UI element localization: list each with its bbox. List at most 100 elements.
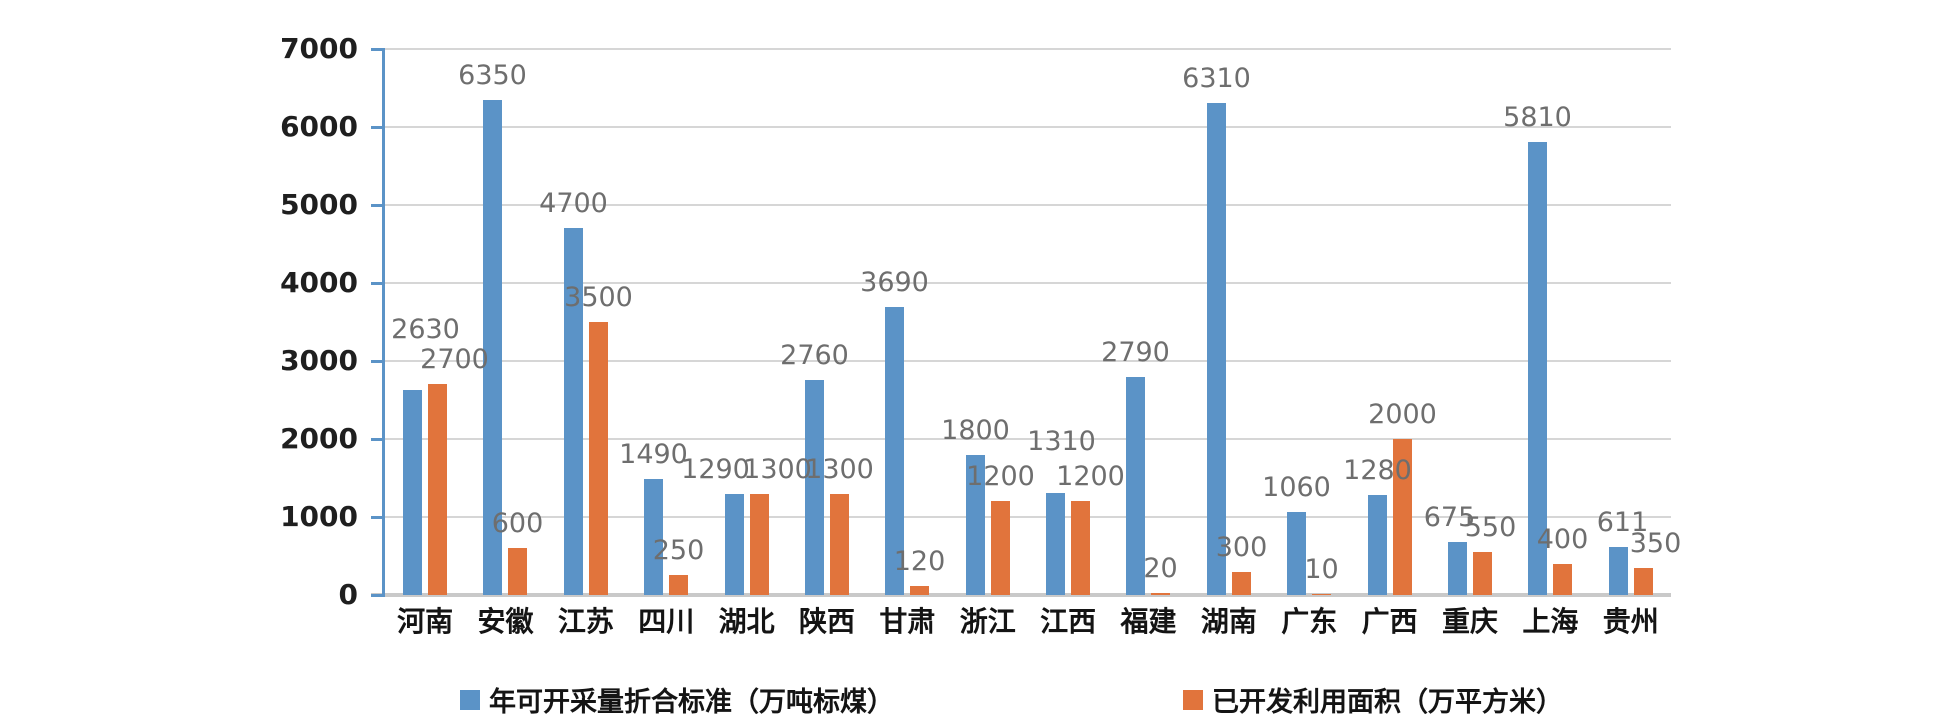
bar-orange-陕西 [830,494,849,595]
data-label-orange-贵州: 350 [1629,528,1682,559]
x-axis-label-上海: 上海 [1522,605,1579,638]
gridline-1000 [385,516,1671,518]
legend-label-series2: 已开发利用面积（万平方米） [1212,687,1563,718]
x-axis-label-甘肃: 甘肃 [879,605,936,638]
data-label-orange-重庆: 550 [1464,512,1517,543]
bar-orange-浙江 [991,501,1010,595]
data-label-blue-甘肃: 3690 [860,267,929,298]
data-label-blue-上海: 5810 [1503,102,1572,133]
x-axis-label-河南: 河南 [397,605,454,638]
y-axis-label-7000: 7000 [280,32,358,65]
x-axis-label-浙江: 浙江 [959,605,1016,638]
gridline-5000 [385,204,1671,206]
data-label-orange-福建: 20 [1143,553,1178,584]
data-label-blue-福建: 2790 [1101,337,1170,368]
x-axis-label-广西: 广西 [1361,605,1418,638]
bar-blue-甘肃 [885,307,904,595]
data-label-blue-湖北: 1290 [681,454,750,485]
data-label-orange-江苏: 3500 [564,282,633,313]
x-axis-label-福建: 福建 [1120,605,1177,638]
y-axis-tick-7000 [371,48,385,51]
data-label-orange-浙江: 1200 [966,461,1035,492]
bar-orange-湖北 [750,494,769,595]
data-label-blue-陕西: 2760 [780,340,849,371]
data-label-orange-河南: 2700 [420,344,489,375]
bar-blue-湖北 [725,494,744,595]
data-label-orange-湖南: 300 [1215,532,1268,563]
y-axis-label-4000: 4000 [280,266,358,299]
bar-blue-陕西 [805,380,824,595]
data-label-orange-陕西: 1300 [805,454,874,485]
data-label-blue-广东: 1060 [1262,472,1331,503]
y-axis-tick-6000 [371,126,385,129]
y-axis-tick-5000 [371,204,385,207]
gridline-7000 [385,48,1671,50]
bar-orange-广东 [1312,594,1331,595]
data-label-blue-四川: 1490 [619,439,688,470]
legend-label-series1: 年可开采量折合标准（万吨标煤） [489,687,894,718]
bar-blue-广西 [1368,495,1387,595]
bar-blue-广东 [1287,512,1306,595]
data-label-blue-重庆: 675 [1423,502,1476,533]
gridline-4000 [385,282,1671,284]
bar-blue-浙江 [966,455,985,595]
bar-orange-甘肃 [910,586,929,595]
data-label-orange-上海: 400 [1536,524,1589,555]
x-axis-baseline [371,593,1671,597]
bar-orange-安徽 [508,548,527,595]
legend-item-series2: 已开发利用面积（万平方米） [1183,680,1563,719]
bar-orange-河南 [428,384,447,595]
gridline-3000 [385,360,1671,362]
data-label-orange-湖北: 1300 [743,454,812,485]
bar-orange-福建 [1151,593,1170,595]
x-axis-label-贵州: 贵州 [1602,605,1659,638]
data-label-blue-江西: 1310 [1027,426,1096,457]
data-label-orange-广西: 2000 [1368,399,1437,430]
gridline-2000 [385,438,1671,440]
y-axis-label-3000: 3000 [280,344,358,377]
legend-swatch-blue [460,689,480,710]
y-axis-tick-1000 [371,516,385,519]
bar-blue-福建 [1126,377,1145,595]
y-axis-label-6000: 6000 [280,110,358,143]
y-axis-line [382,49,385,595]
y-axis-label-2000: 2000 [280,422,358,455]
bar-blue-贵州 [1609,547,1628,595]
legend-item-series1: 年可开采量折合标准（万吨标煤） [460,680,894,719]
data-label-blue-浙江: 1800 [941,415,1010,446]
bar-blue-江苏 [564,228,583,595]
y-axis-label-1000: 1000 [280,500,358,533]
y-axis-label-0: 0 [338,578,358,611]
data-label-orange-四川: 250 [652,535,705,566]
x-axis-label-江苏: 江苏 [557,605,614,638]
bar-orange-贵州 [1634,568,1653,595]
bar-blue-河南 [403,390,422,595]
data-label-orange-江西: 1200 [1056,461,1125,492]
y-axis-tick-3000 [371,360,385,363]
x-axis-label-四川: 四川 [638,605,695,638]
data-label-blue-安徽: 6350 [458,60,527,91]
data-label-orange-甘肃: 120 [893,546,946,577]
bar-blue-四川 [644,479,663,595]
x-axis-label-陕西: 陕西 [799,605,856,638]
x-axis-label-湖南: 湖南 [1200,605,1257,638]
data-label-orange-安徽: 600 [491,508,544,539]
legend-swatch-orange [1183,689,1203,710]
x-axis-label-湖北: 湖北 [718,605,775,638]
data-label-blue-江苏: 4700 [539,188,608,219]
bar-orange-广西 [1393,439,1412,595]
bar-orange-四川 [669,575,688,595]
gridline-6000 [385,126,1671,128]
data-label-orange-广东: 10 [1304,554,1339,585]
data-label-blue-广西: 1280 [1343,455,1412,486]
data-label-blue-湖南: 6310 [1182,63,1251,94]
data-label-blue-贵州: 611 [1596,507,1649,538]
x-axis-label-重庆: 重庆 [1442,605,1499,638]
x-axis-label-广东: 广东 [1281,605,1338,638]
bar-blue-重庆 [1448,542,1467,595]
bar-blue-上海 [1528,142,1547,595]
bar-orange-上海 [1553,564,1572,595]
x-axis-label-安徽: 安徽 [477,605,534,638]
y-axis-tick-0 [371,594,385,597]
